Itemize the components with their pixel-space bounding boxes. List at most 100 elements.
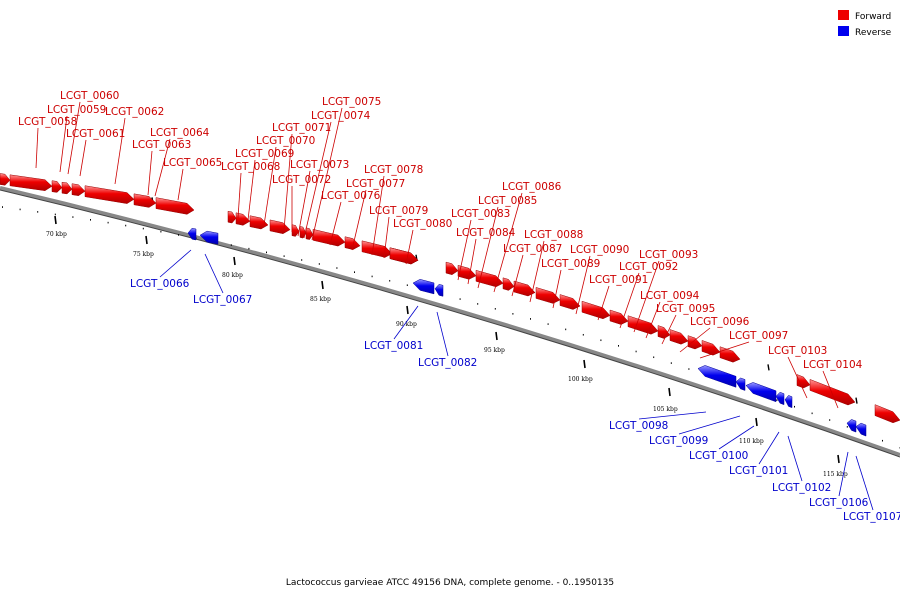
gene-arrow-lcgt_0091[interactable] [609,309,629,325]
gene-arrow-lcgt_0104[interactable] [809,379,856,406]
gene-arrow-lcgt_0070[interactable] [249,215,269,230]
gene-arrow-lcgt_0096[interactable] [701,340,721,356]
gene-arrow-lcgt_0071[interactable] [269,219,291,234]
gene-label-lcgt_0081[interactable]: LCGT_0081 [364,340,423,352]
gene-arrow-lcgt_0065[interactable] [155,197,195,215]
gene-arrow-lcgt_0061[interactable] [61,181,73,195]
gene-arrow-lcgt_0058[interactable] [0,173,11,186]
gene-label-lcgt_0062[interactable]: LCGT_0062 [105,106,164,118]
gene-label-lcgt_0068[interactable]: LCGT_0068 [221,161,280,173]
gene-label-lcgt_0091[interactable]: LCGT_0091 [589,274,648,286]
gene-label-lcgt_0097[interactable]: LCGT_0097 [729,330,788,342]
gene-label-lcgt_0102[interactable]: LCGT_0102 [772,482,831,494]
gene-arrow-lcgt_0098[interactable] [697,365,737,388]
gene-arrow-lcgt_0060[interactable] [51,180,63,193]
gene-arrow-lcgt_0089[interactable] [559,294,581,310]
gene-arrow-lcgt_0082[interactable] [434,284,444,297]
gene-arrow-lcgt_0077[interactable] [361,240,393,258]
gene-connector [699,341,750,359]
gene-label-lcgt_0101[interactable]: LCGT_0101 [729,465,788,477]
gene-arrow-lcgt_0088[interactable] [535,287,561,304]
gene-label-lcgt_0088[interactable]: LCGT_0088 [524,229,583,241]
gene-connector [79,139,87,177]
gene-arrow-lcgt_0101[interactable] [775,391,785,406]
gene-label-lcgt_0100[interactable]: LCGT_0100 [689,450,748,462]
gene-arrow-lcgt_0064[interactable] [133,193,157,208]
gene-arrow-lcgt_0097[interactable] [719,346,741,363]
gene-label-lcgt_0090[interactable]: LCGT_0090 [570,244,629,256]
gene-arrow-lcgt_0086[interactable] [502,277,515,291]
gene-arrow-lcgt_0080[interactable] [389,247,419,265]
gene-arrow-lcgt_0090[interactable] [581,300,611,320]
gene-label-lcgt_0089[interactable]: LCGT_0089 [541,258,600,270]
gene-label-lcgt_0058[interactable]: LCGT_0058 [18,116,77,128]
gene-label-lcgt_0071[interactable]: LCGT_0071 [272,122,331,134]
gene-label-lcgt_0069[interactable]: LCGT_0069 [235,148,294,160]
gene-label-lcgt_0065[interactable]: LCGT_0065 [163,157,222,169]
gene-label-lcgt_0086[interactable]: LCGT_0086 [502,181,562,193]
gene-label-lcgt_0093[interactable]: LCGT_0093 [639,249,698,261]
gene-arrow-lcgt_0062[interactable] [71,183,86,196]
gene-connector [619,272,640,329]
gene-label-lcgt_0066[interactable]: LCGT_0066 [130,278,190,290]
gene-arrow-lcgt_0100[interactable] [745,382,777,403]
gene-arrow-lcgt_0092[interactable] [627,315,659,335]
minor-tick [389,279,391,282]
gene-label-lcgt_0079[interactable]: LCGT_0079 [369,205,428,217]
gene-label-lcgt_0075[interactable]: LCGT_0075 [322,96,381,108]
gene-label-lcgt_0083[interactable]: LCGT_0083 [451,208,510,220]
gene-arrow-lcgt_0067[interactable] [199,230,219,245]
gene-label-lcgt_0061[interactable]: LCGT_0061 [66,128,125,140]
gene-arrow-lcgt_0093[interactable] [657,325,671,339]
gene-arrow-unlabeled[interactable] [874,404,900,424]
gene-label-lcgt_0104[interactable]: LCGT_0104 [803,359,863,371]
gene-arrow-lcgt_0094[interactable] [669,329,689,345]
minor-tick [318,263,320,265]
gene-label-lcgt_0107[interactable]: LCGT_0107 [843,511,900,523]
gene-arrow-lcgt_0063[interactable] [84,185,135,204]
gene-label-lcgt_0092[interactable]: LCGT_0092 [619,261,678,273]
gene-label-lcgt_0080[interactable]: LCGT_0080 [393,218,452,230]
gene-label-lcgt_0072[interactable]: LCGT_0072 [272,174,331,186]
gene-label-lcgt_0099[interactable]: LCGT_0099 [649,435,708,447]
gene-label-lcgt_0070[interactable]: LCGT_0070 [256,135,315,147]
gene-label-lcgt_0098[interactable]: LCGT_0098 [609,420,668,432]
gene-label-lcgt_0085[interactable]: LCGT_0085 [478,195,537,207]
gene-label-lcgt_0074[interactable]: LCGT_0074 [311,110,371,122]
gene-arrow-lcgt_0103[interactable] [796,374,811,389]
gene-arrow-lcgt_0107[interactable] [855,422,867,437]
gene-label-lcgt_0078[interactable]: LCGT_0078 [364,164,423,176]
gene-arrow-lcgt_0099[interactable] [735,377,746,391]
gene-arrow-lcgt_0095[interactable] [687,335,703,350]
gene-label-lcgt_0067[interactable]: LCGT_0067 [193,294,252,306]
gene-arrow-lcgt_0068[interactable] [227,210,237,224]
gene-arrow-lcgt_0081[interactable] [412,279,435,295]
gene-label-lcgt_0076[interactable]: LCGT_0076 [321,190,381,202]
gene-label-lcgt_0063[interactable]: LCGT_0063 [132,139,191,151]
gene-arrow-lcgt_0069[interactable] [235,212,251,226]
gene-arrow-lcgt_0072[interactable] [291,224,300,237]
gene-arrow-lcgt_0106[interactable] [846,419,857,433]
gene-label-lcgt_0064[interactable]: LCGT_0064 [150,127,210,139]
scale-tick-label: 75 kbp [133,251,154,258]
gene-label-lcgt_0096[interactable]: LCGT_0096 [690,316,750,328]
gene-label-lcgt_0094[interactable]: LCGT_0094 [640,290,700,302]
gene-arrow-lcgt_0075[interactable] [312,228,346,247]
gene-arrow-lcgt_0066[interactable] [187,227,197,241]
gene-arrow-lcgt_0074[interactable] [305,227,314,240]
gene-label-lcgt_0073[interactable]: LCGT_0073 [290,159,349,171]
gene-arrow-lcgt_0083[interactable] [445,261,459,275]
gene-arrow-lcgt_0059[interactable] [9,174,53,191]
gene-label-lcgt_0095[interactable]: LCGT_0095 [656,303,715,315]
gene-label-lcgt_0082[interactable]: LCGT_0082 [418,357,477,369]
gene-label-lcgt_0106[interactable]: LCGT_0106 [809,497,869,509]
gene-arrow-lcgt_0102[interactable] [784,395,793,409]
gene-label-lcgt_0087[interactable]: LCGT_0087 [503,243,562,255]
gene-arrow-lcgt_0076[interactable] [344,236,361,250]
gene-arrow-lcgt_0084[interactable] [457,264,477,280]
gene-label-lcgt_0077[interactable]: LCGT_0077 [346,178,405,190]
gene-label-lcgt_0084[interactable]: LCGT_0084 [456,227,516,239]
gene-label-lcgt_0060[interactable]: LCGT_0060 [60,90,119,102]
gene-label-lcgt_0059[interactable]: LCGT_0059 [47,104,106,116]
gene-label-lcgt_0103[interactable]: LCGT_0103 [768,345,827,357]
